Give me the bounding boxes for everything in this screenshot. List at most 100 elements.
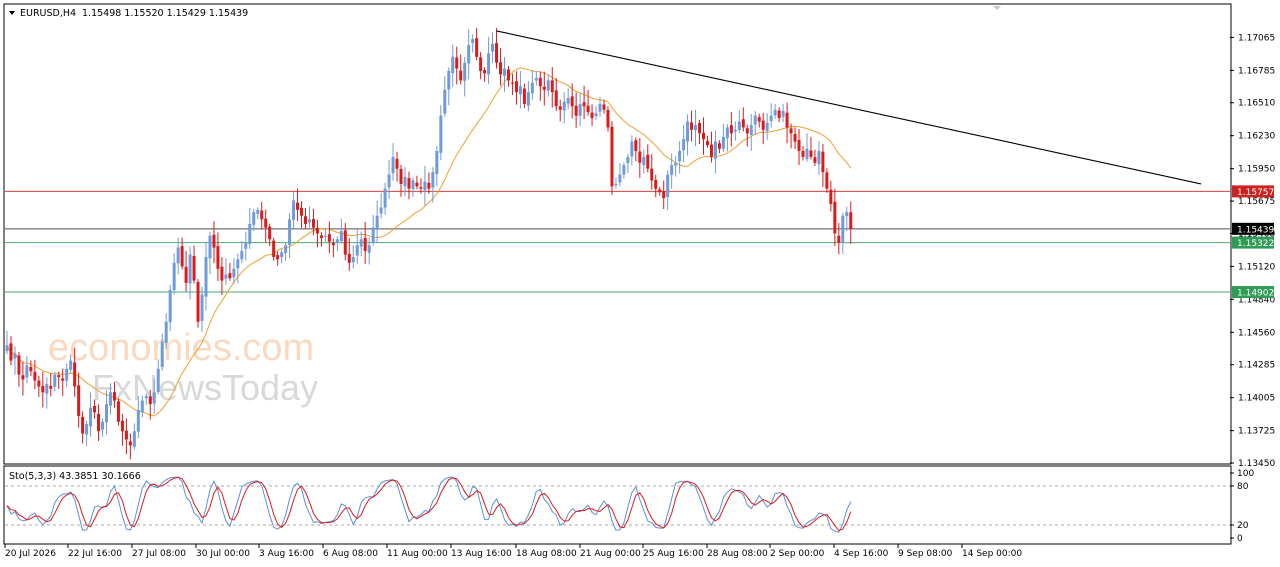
y-tick-label: 1.13725 [1238,427,1275,437]
candle [678,141,682,174]
candle [447,67,451,106]
candle [391,142,395,181]
candle [307,206,311,228]
price-tag-label: 1.15439 [1237,225,1274,235]
candle [586,89,590,116]
candle [315,219,319,248]
stochastic-tick-label: 100 [1237,469,1254,479]
candle [765,113,769,140]
candle [216,232,220,281]
y-tick-label: 1.15120 [1238,262,1275,272]
candle [475,27,479,61]
candle [419,178,423,194]
candle [25,356,29,384]
candle [73,347,77,397]
y-axis: 1.17065 1.16785 1.16510 1.16230 1.15950 1.156… [1230,33,1275,469]
x-tick-label: 25 Aug 16:00 [643,549,704,559]
candle [554,78,558,111]
stochastic-label: Sto(5,3,3) 43.3851 30.1666 [9,471,141,482]
candle [49,372,53,397]
x-axis: 20 Jul 2026 22 Jul 16:00 27 Jul 08:00 30 Ju… [4,544,1022,559]
candle [196,279,200,328]
trendline [496,30,1202,185]
candle [415,175,419,190]
candle [642,149,646,174]
candle [375,200,379,243]
candle [514,71,518,105]
candle [574,92,578,128]
candle [208,231,212,275]
x-tick-label: 22 Jul 16:00 [68,549,122,559]
candle [136,395,140,439]
candle [821,143,825,187]
candle [156,359,160,395]
candle [761,112,765,145]
y-tick-label: 1.15950 [1238,165,1275,175]
x-tick-label: 13 Aug 16:00 [451,549,512,559]
candle [602,99,606,114]
candle [463,56,467,97]
stochastic-tick-label: 20 [1237,521,1249,531]
candle [192,245,196,284]
candle [483,67,487,82]
candle [566,88,570,110]
x-tick-label: 9 Sep 08:00 [898,549,953,559]
stochastic-lines [5,476,1230,533]
trendline-line[interactable] [496,30,1202,185]
candle [355,228,359,265]
candle [224,258,228,285]
candle [105,390,108,435]
candle [578,92,582,126]
candle [204,241,208,311]
candle [733,121,737,141]
candle [343,223,347,261]
shift-marker-icon[interactable] [993,6,1001,10]
price-tag-2 [1232,236,1274,249]
candle [292,192,296,229]
x-tick-label: 2 Sep 00:00 [770,549,825,559]
candle [268,223,272,246]
candle [45,377,49,409]
candle [339,218,343,244]
candle [371,215,375,246]
candle [725,124,729,152]
candle [682,124,686,163]
candle [272,237,276,261]
x-tick-label: 11 Aug 00:00 [387,549,448,559]
candle [89,392,93,437]
candle [801,146,805,161]
candle [188,246,192,300]
candle [729,112,733,147]
candle [443,76,447,117]
candle [236,253,240,284]
candle [61,368,65,396]
candle [777,107,781,123]
candle [849,201,853,245]
candle [37,375,41,397]
candle [248,208,252,250]
candle [749,113,753,151]
y-tick-label: 1.14285 [1238,361,1275,371]
y-tick-label: 1.16230 [1238,132,1275,142]
candle [240,241,244,263]
candle [538,71,542,101]
candle [411,177,415,197]
candle [550,67,554,108]
candle [93,399,97,419]
candle [495,28,499,69]
candle [829,180,833,212]
candle [709,131,713,163]
y-tick-label: 1.17065 [1238,33,1275,43]
price-tag-label: 1.15322 [1237,239,1274,249]
candle [622,162,626,179]
dropdown-triangle-icon[interactable] [9,11,15,15]
candle [646,144,650,173]
x-tick-label: 4 Sep 16:00 [834,549,889,559]
candle [487,37,491,84]
candle [562,92,566,124]
candle [582,85,586,120]
candle [813,149,817,167]
candle [85,420,89,447]
candle [252,208,256,232]
